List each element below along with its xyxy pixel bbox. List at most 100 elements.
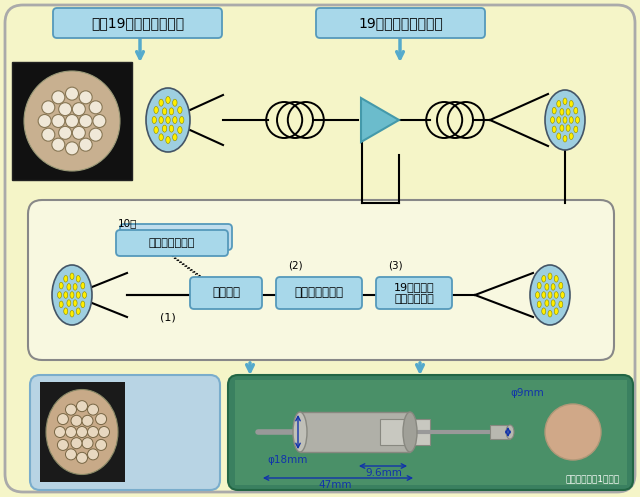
Circle shape (72, 103, 85, 116)
Ellipse shape (76, 308, 80, 315)
Circle shape (89, 128, 102, 141)
Ellipse shape (46, 390, 118, 475)
Ellipse shape (81, 301, 85, 308)
Ellipse shape (58, 292, 61, 298)
Ellipse shape (557, 117, 561, 123)
Circle shape (88, 404, 99, 415)
Ellipse shape (180, 116, 184, 124)
Ellipse shape (548, 311, 552, 317)
Ellipse shape (563, 98, 567, 104)
Circle shape (82, 438, 93, 449)
Bar (12, 62, 132, 180)
Circle shape (52, 138, 65, 151)
Circle shape (65, 87, 79, 100)
Ellipse shape (154, 106, 158, 113)
Text: 励起用レーザー: 励起用レーザー (153, 232, 199, 242)
Text: (2): (2) (288, 260, 303, 270)
Circle shape (38, 114, 51, 128)
Circle shape (71, 415, 82, 426)
Text: 9.6mm: 9.6mm (365, 468, 402, 478)
Ellipse shape (173, 134, 177, 141)
Ellipse shape (163, 125, 167, 132)
Ellipse shape (173, 116, 177, 124)
Circle shape (54, 426, 65, 437)
FancyBboxPatch shape (53, 8, 222, 38)
Text: 増幅光ファイバ: 増幅光ファイバ (294, 286, 344, 300)
Ellipse shape (64, 292, 68, 298)
Ellipse shape (560, 125, 564, 131)
Ellipse shape (67, 284, 71, 290)
Circle shape (77, 401, 88, 412)
Ellipse shape (552, 107, 556, 114)
Ellipse shape (560, 108, 564, 115)
Ellipse shape (574, 126, 578, 133)
Ellipse shape (59, 301, 63, 308)
Circle shape (58, 439, 68, 450)
Circle shape (545, 404, 601, 460)
Ellipse shape (550, 117, 554, 123)
Ellipse shape (70, 311, 74, 317)
Ellipse shape (557, 133, 561, 140)
FancyBboxPatch shape (190, 277, 262, 309)
Circle shape (93, 114, 106, 128)
Ellipse shape (154, 126, 158, 134)
Text: (3): (3) (388, 260, 403, 270)
Circle shape (59, 103, 72, 116)
Ellipse shape (551, 300, 555, 307)
FancyBboxPatch shape (376, 277, 452, 309)
Ellipse shape (83, 292, 86, 298)
Ellipse shape (159, 99, 163, 106)
Ellipse shape (563, 117, 567, 123)
Ellipse shape (159, 134, 163, 141)
Ellipse shape (24, 71, 120, 171)
Circle shape (95, 414, 107, 424)
Ellipse shape (566, 125, 570, 131)
Ellipse shape (541, 292, 546, 298)
Circle shape (88, 449, 99, 460)
Circle shape (88, 426, 99, 437)
FancyBboxPatch shape (120, 224, 232, 250)
Text: (1): (1) (160, 312, 176, 322)
Ellipse shape (545, 300, 549, 307)
Text: 47mm: 47mm (318, 480, 351, 490)
Bar (300, 412, 410, 452)
Ellipse shape (67, 300, 71, 307)
Ellipse shape (178, 106, 182, 113)
Ellipse shape (76, 292, 80, 298)
Circle shape (82, 415, 93, 426)
Circle shape (65, 449, 77, 460)
Ellipse shape (52, 265, 92, 325)
Ellipse shape (566, 108, 570, 115)
Ellipse shape (561, 292, 564, 298)
Circle shape (99, 426, 109, 437)
Ellipse shape (548, 292, 552, 298)
Ellipse shape (173, 99, 177, 106)
Ellipse shape (293, 412, 307, 452)
Ellipse shape (545, 284, 549, 290)
Ellipse shape (569, 133, 573, 140)
Ellipse shape (169, 125, 173, 132)
Ellipse shape (163, 108, 167, 115)
FancyBboxPatch shape (5, 5, 635, 492)
Ellipse shape (146, 88, 190, 152)
FancyBboxPatch shape (30, 375, 220, 490)
Circle shape (71, 438, 82, 449)
Ellipse shape (574, 107, 578, 114)
Circle shape (59, 126, 72, 139)
Circle shape (42, 101, 55, 114)
Ellipse shape (403, 412, 417, 452)
Bar (490, 425, 510, 439)
Ellipse shape (73, 284, 77, 290)
Text: 10個: 10個 (118, 218, 138, 228)
Ellipse shape (559, 301, 563, 308)
Ellipse shape (530, 265, 570, 325)
Ellipse shape (152, 116, 156, 124)
Ellipse shape (569, 117, 573, 123)
Circle shape (77, 452, 88, 463)
Ellipse shape (166, 137, 170, 144)
Ellipse shape (159, 116, 163, 124)
Bar (380, 419, 430, 445)
Ellipse shape (506, 425, 514, 439)
Ellipse shape (554, 308, 558, 315)
Circle shape (42, 128, 55, 141)
